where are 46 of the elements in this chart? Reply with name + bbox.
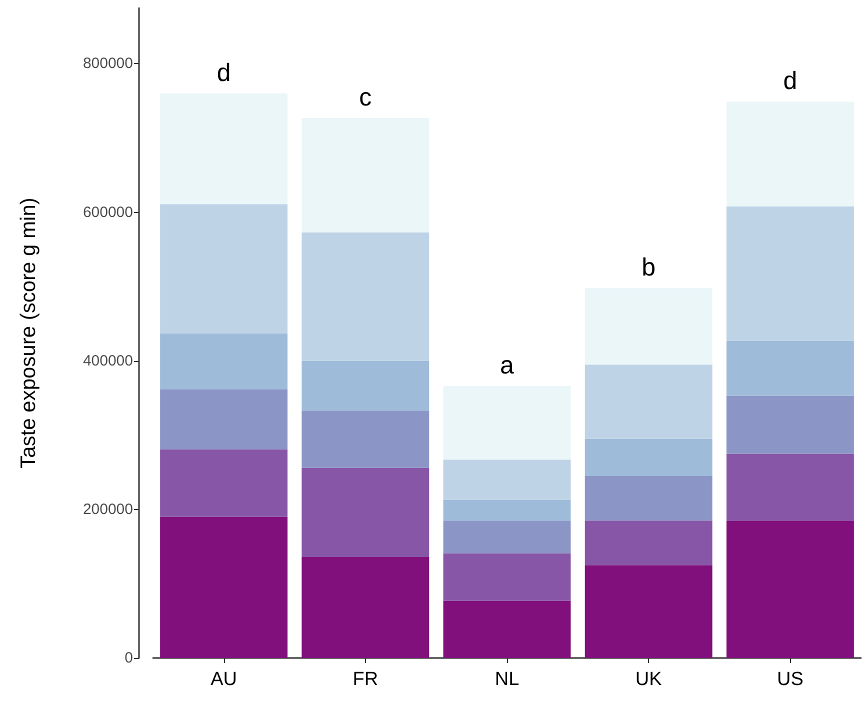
annotation: d [783,67,798,96]
x-tick-label: US [776,669,804,690]
bar [443,386,571,460]
annotation: c [359,83,372,112]
bar [160,516,288,658]
bar [443,460,571,500]
bar [160,93,288,204]
x-tick-label: FR [352,669,378,690]
annotation: b [642,254,656,282]
y-tick-label: 400000 [82,352,133,370]
x-tick-label: UK [635,669,662,690]
y-tick-label: 0 [124,650,133,666]
annotation: d [216,58,231,87]
bar [302,556,430,658]
bar [584,565,712,658]
bar [443,520,571,554]
y-tick-label: 800000 [82,55,133,72]
bar [726,340,854,396]
bar [726,102,854,206]
bar [160,449,288,517]
y-axis-title: Taste exposure (score g min) [17,198,40,468]
x-tick-label: AU [210,669,238,690]
bar [443,600,571,658]
bar [584,288,712,365]
bar [302,232,430,361]
bar [302,360,430,411]
bar [584,438,712,476]
y-tick-label: 200000 [82,500,133,518]
bar [302,118,430,232]
bar [726,454,854,521]
bar [443,500,571,521]
bar [160,389,288,450]
bar [584,520,712,566]
x-tick-label: NL [494,669,520,690]
annotation: a [500,352,514,380]
bar [726,520,854,658]
bar [160,204,288,334]
bar [726,206,854,341]
bar [302,410,430,468]
bar [160,333,288,390]
bar [584,476,712,521]
y-tick-label: 600000 [82,204,133,221]
bar [443,553,571,601]
bar [726,396,854,454]
bar [584,364,712,439]
bar [302,468,430,557]
